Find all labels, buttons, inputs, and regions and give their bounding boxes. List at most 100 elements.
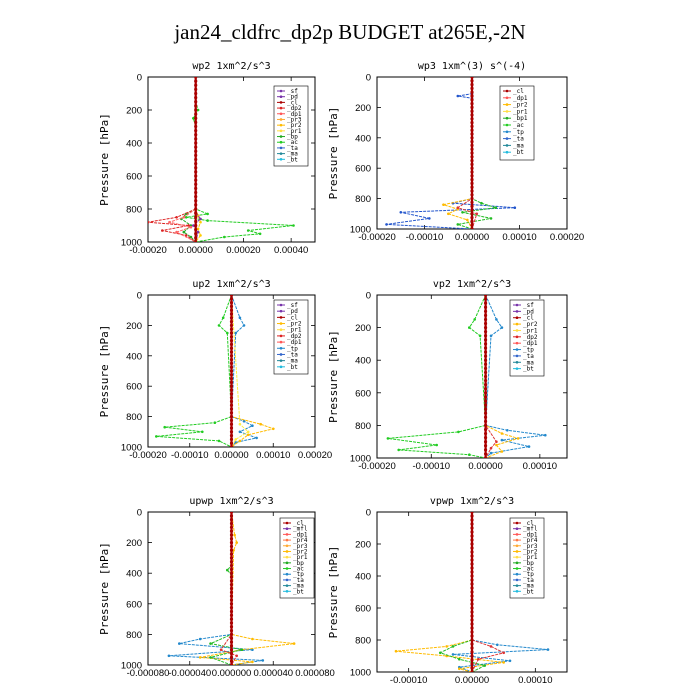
series-point bbox=[500, 438, 504, 442]
series-point bbox=[477, 657, 480, 661]
zero-line-point bbox=[194, 145, 198, 149]
series-point bbox=[439, 651, 442, 655]
legend-marker bbox=[515, 348, 519, 351]
y-tick-label: 200 bbox=[126, 106, 142, 117]
legend-marker bbox=[515, 310, 519, 313]
zero-line-point bbox=[470, 558, 474, 562]
zero-line-point bbox=[194, 141, 198, 145]
zero-line-point bbox=[229, 571, 234, 575]
legend-marker bbox=[279, 359, 283, 362]
series-point bbox=[489, 645, 493, 648]
zero-line-point bbox=[470, 132, 474, 136]
zero-line-point bbox=[470, 514, 474, 518]
zero-line-point bbox=[229, 308, 234, 312]
series-group bbox=[394, 512, 550, 672]
legend-label: _bp bbox=[287, 134, 298, 141]
y-tick-label: 600 bbox=[126, 599, 142, 610]
legend-marker bbox=[515, 521, 519, 525]
x-tick-label: -0.00010 bbox=[413, 461, 451, 472]
legend-label: _tp bbox=[287, 345, 298, 352]
zero-line-point bbox=[229, 441, 234, 445]
zero-line-point bbox=[470, 197, 474, 201]
zero-line-point bbox=[229, 415, 234, 419]
x-tick-label: 0.00020 bbox=[226, 245, 260, 256]
series-point bbox=[445, 645, 449, 648]
x-tick-label: 0.00040 bbox=[274, 245, 308, 256]
x-tick-label: 0.00000 bbox=[214, 450, 248, 461]
y-tick-label: 0 bbox=[366, 291, 371, 302]
zero-line-point bbox=[194, 236, 198, 240]
zero-line-point bbox=[483, 387, 488, 391]
zero-line-point bbox=[483, 326, 488, 330]
y-tick-label: 0 bbox=[366, 508, 371, 519]
x-tick-label: 0.00010 bbox=[256, 450, 290, 461]
series-point bbox=[468, 453, 471, 457]
zero-line-point bbox=[470, 574, 474, 578]
y-tick-label: 1000 bbox=[350, 668, 371, 679]
zero-line-point bbox=[229, 544, 234, 549]
series-point bbox=[242, 419, 246, 423]
legend-marker bbox=[285, 533, 289, 536]
zero-line-point bbox=[194, 137, 198, 141]
page-title: jan24_cldfrc_dp2p BUDGET at265E,-2N bbox=[174, 20, 526, 44]
zero-line-point bbox=[194, 211, 198, 215]
y-tick-label: 0 bbox=[137, 291, 142, 302]
zero-line-point bbox=[483, 366, 488, 370]
series-point bbox=[155, 435, 158, 438]
legend-marker bbox=[279, 322, 283, 325]
zero-line-point bbox=[194, 133, 198, 137]
zero-line-point bbox=[229, 297, 234, 301]
zero-line-point bbox=[194, 186, 198, 190]
series-point bbox=[466, 218, 469, 222]
legend-label: _pd bbox=[523, 308, 534, 315]
legend-marker bbox=[279, 346, 283, 350]
zero-line-point bbox=[483, 317, 488, 322]
y-tick-label: 600 bbox=[126, 172, 142, 183]
zero-line-point bbox=[470, 546, 474, 550]
zero-line-point bbox=[483, 391, 488, 395]
legend-label: _ta bbox=[513, 136, 524, 143]
series-point bbox=[168, 220, 171, 224]
zero-line-point bbox=[229, 632, 234, 637]
x-tick-label: 0.00010 bbox=[518, 675, 552, 686]
zero-line-point bbox=[483, 440, 488, 444]
legend-marker bbox=[515, 354, 519, 358]
series-point bbox=[435, 443, 439, 447]
series-point bbox=[251, 660, 254, 664]
series-group bbox=[148, 77, 295, 242]
zero-line-point bbox=[470, 147, 474, 151]
zero-line-point bbox=[483, 436, 488, 440]
legend-label: _bp1 bbox=[513, 115, 528, 122]
series-point bbox=[217, 324, 221, 327]
zero-line-point bbox=[194, 91, 198, 96]
y-tick-label: 200 bbox=[126, 321, 142, 332]
legend-marker bbox=[279, 365, 283, 369]
legend-marker bbox=[505, 110, 509, 113]
zero-line-point bbox=[229, 590, 234, 594]
zero-line-point bbox=[470, 626, 474, 630]
zero-line-point bbox=[229, 521, 234, 526]
zero-line-point bbox=[229, 514, 234, 518]
series-point bbox=[238, 422, 242, 426]
zero-line-point bbox=[194, 215, 198, 219]
zero-line-point bbox=[483, 411, 488, 415]
y-tick-label: 600 bbox=[355, 604, 371, 615]
zero-line-point bbox=[470, 124, 474, 128]
zero-line-point bbox=[470, 526, 474, 530]
legend-marker bbox=[515, 322, 519, 326]
zero-line-point bbox=[483, 334, 488, 338]
plot-frame bbox=[376, 294, 568, 459]
series-point bbox=[192, 224, 195, 227]
legend-marker bbox=[279, 303, 283, 307]
zero-line-point bbox=[483, 399, 488, 403]
zero-line-point bbox=[229, 361, 234, 365]
zero-line-point bbox=[470, 219, 474, 223]
zero-line-point bbox=[229, 335, 234, 339]
zero-line-point bbox=[229, 525, 234, 529]
zero-line-point bbox=[229, 339, 234, 343]
legend-box bbox=[279, 517, 315, 599]
y-tick-label: 0 bbox=[137, 508, 142, 519]
series-point bbox=[500, 432, 504, 435]
series-point bbox=[213, 421, 217, 425]
zero-line-point bbox=[194, 79, 198, 83]
